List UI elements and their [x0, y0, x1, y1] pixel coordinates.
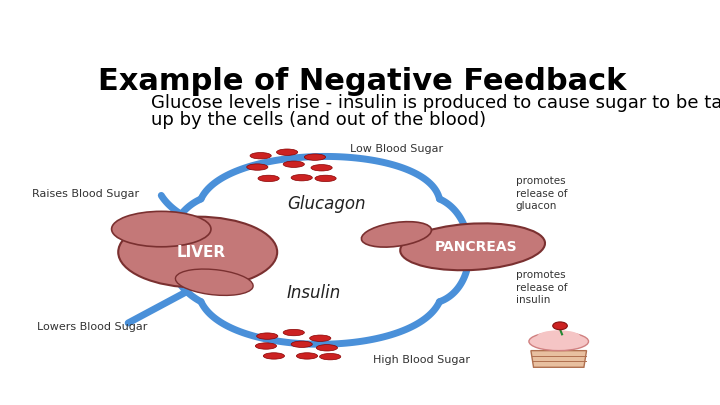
- Text: Example of Negative Feedback: Example of Negative Feedback: [99, 67, 626, 96]
- Ellipse shape: [400, 223, 545, 270]
- Text: Lowers Blood Sugar: Lowers Blood Sugar: [37, 322, 147, 332]
- Text: Insulin: Insulin: [287, 284, 341, 302]
- Ellipse shape: [297, 353, 318, 359]
- Ellipse shape: [176, 269, 253, 295]
- Text: LIVER: LIVER: [176, 245, 225, 260]
- Text: Glucose levels rise - insulin is produced to cause sugar to be taken: Glucose levels rise - insulin is produce…: [151, 94, 720, 112]
- Ellipse shape: [291, 175, 312, 181]
- Ellipse shape: [316, 345, 338, 351]
- Ellipse shape: [537, 330, 580, 343]
- Polygon shape: [531, 351, 587, 367]
- Ellipse shape: [320, 354, 341, 360]
- Text: High Blood Sugar: High Blood Sugar: [373, 355, 470, 365]
- Ellipse shape: [256, 333, 278, 339]
- Text: promotes
release of
gluacon: promotes release of gluacon: [516, 176, 567, 211]
- Ellipse shape: [315, 175, 336, 181]
- Ellipse shape: [283, 161, 305, 167]
- Ellipse shape: [112, 211, 211, 247]
- Text: PANCREAS: PANCREAS: [435, 240, 517, 254]
- Ellipse shape: [258, 175, 279, 181]
- Ellipse shape: [311, 164, 332, 171]
- Ellipse shape: [250, 153, 271, 159]
- Text: Low Blood Sugar: Low Blood Sugar: [350, 144, 444, 154]
- Ellipse shape: [283, 329, 305, 336]
- Ellipse shape: [256, 343, 276, 349]
- Ellipse shape: [276, 149, 298, 156]
- Text: promotes
release of
insulin: promotes release of insulin: [516, 270, 567, 305]
- Ellipse shape: [264, 353, 284, 359]
- Text: Glucagon: Glucagon: [287, 195, 366, 213]
- Ellipse shape: [310, 335, 331, 341]
- Ellipse shape: [247, 164, 268, 170]
- Ellipse shape: [118, 217, 277, 288]
- Ellipse shape: [529, 332, 588, 351]
- Text: up by the cells (and out of the blood): up by the cells (and out of the blood): [151, 111, 487, 129]
- Ellipse shape: [361, 222, 431, 247]
- Circle shape: [553, 322, 567, 330]
- Ellipse shape: [291, 341, 312, 347]
- Text: Raises Blood Sugar: Raises Blood Sugar: [32, 189, 139, 198]
- Ellipse shape: [305, 154, 325, 160]
